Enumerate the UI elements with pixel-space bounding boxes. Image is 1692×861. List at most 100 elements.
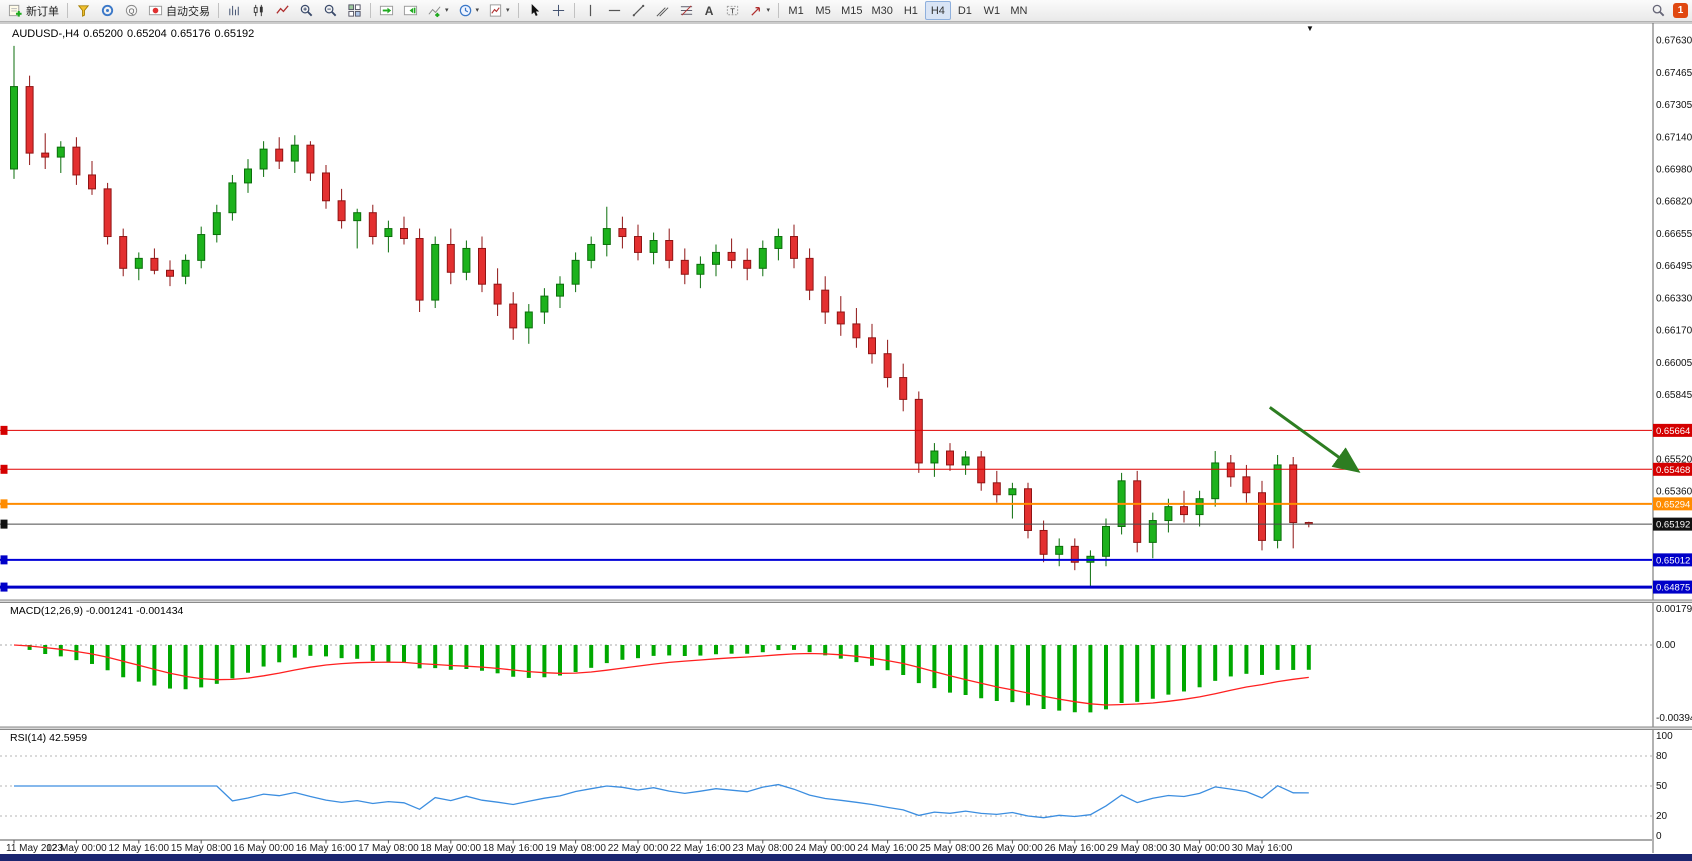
- rsi-panel-separator[interactable]: [0, 726, 1692, 730]
- channel-icon: [656, 7, 669, 17]
- chevron-down-icon: ▾: [766, 7, 771, 14]
- templates-button[interactable]: ▾: [484, 1, 514, 20]
- channel-button[interactable]: [651, 1, 674, 20]
- price-tag[interactable]: [1653, 517, 1692, 531]
- text-button[interactable]: A: [699, 1, 720, 20]
- horizontal-line-0.65664[interactable]: 0.65664: [0, 423, 1692, 437]
- chart-shift-icon: [403, 5, 418, 16]
- timeframe-h4-button[interactable]: H4: [924, 1, 951, 20]
- timeframe-m1-button[interactable]: M1: [788, 4, 804, 17]
- horizontal-line-button[interactable]: [603, 1, 626, 20]
- price-line-left-marker[interactable]: [0, 464, 8, 474]
- price-tag[interactable]: [1653, 497, 1692, 511]
- price-tag-text: 0.65012: [1656, 555, 1690, 566]
- time-axis-label: 15 May 08:00: [171, 843, 232, 854]
- zoom-out-button[interactable]: [319, 1, 342, 20]
- trendline-button[interactable]: [627, 1, 650, 20]
- horizontal-line-0.65294[interactable]: 0.65294: [0, 497, 1692, 511]
- timeframe-h1-button[interactable]: H1: [903, 4, 918, 17]
- profiles-button[interactable]: [72, 1, 95, 20]
- new-order-button[interactable]: 新订单: [4, 1, 63, 20]
- bar-close: 0.65192: [214, 28, 255, 40]
- chevron-down-icon: ▾: [506, 7, 510, 14]
- search-button[interactable]: [1647, 1, 1670, 20]
- price-tag[interactable]: [1653, 462, 1692, 476]
- time-axis-label: 12 May 16:00: [108, 843, 169, 854]
- profiles-icon: [77, 5, 90, 17]
- chart-dropdown-arrow-icon[interactable]: ▼: [1306, 24, 1314, 33]
- bar-chart-button[interactable]: [223, 1, 246, 20]
- macd-signal-line: [13, 644, 1309, 706]
- price-line-left-marker[interactable]: [0, 555, 8, 565]
- timeframe-w1-button[interactable]: W1: [983, 4, 1001, 17]
- price-scale-label: 0.66170: [1656, 325, 1692, 336]
- price-scale-label: 0.66495: [1656, 261, 1692, 272]
- price-line-left-marker[interactable]: [0, 425, 8, 435]
- metaeditor-button[interactable]: Q: [120, 1, 143, 20]
- zoom-out-icon: [324, 4, 337, 17]
- price-tag[interactable]: [1653, 580, 1692, 594]
- templates-icon: [489, 4, 502, 17]
- price-tag[interactable]: [1653, 423, 1692, 437]
- tile-windows-button[interactable]: [343, 1, 366, 20]
- time-axis-label: 18 May 00:00: [420, 843, 481, 854]
- timeframe-d1-button[interactable]: D1: [957, 4, 972, 17]
- macd-panel-separator[interactable]: [0, 599, 1692, 603]
- timeframe-m15-button[interactable]: M15: [841, 4, 863, 17]
- cursor-button[interactable]: [523, 1, 546, 20]
- crosshair-button[interactable]: [547, 1, 570, 20]
- zoom-in-button[interactable]: [295, 1, 318, 20]
- horizontal-line-0.65468[interactable]: 0.65468: [0, 462, 1692, 476]
- line-chart-button[interactable]: [271, 1, 294, 20]
- price-line-left-marker[interactable]: [0, 499, 8, 509]
- arrows-tool-button[interactable]: ▾: [745, 1, 775, 20]
- rsi-scale-label: 50: [1656, 781, 1668, 792]
- price-tag[interactable]: [1653, 553, 1692, 567]
- price-axis[interactable]: 0.67630 0.67465 0.67305 0.67140 0.66980 0.668…: [1656, 35, 1692, 497]
- rsi-line: [14, 783, 1309, 819]
- time-axis-label: 30 May 16:00: [1232, 843, 1293, 854]
- price-line-left-marker[interactable]: [0, 519, 8, 529]
- periods-clock-icon: [459, 4, 471, 17]
- timeframe-m30-button[interactable]: M30: [871, 4, 893, 17]
- horizontal-line-0.65012[interactable]: 0.65012: [0, 553, 1692, 567]
- price-tag-text: 0.65294: [1656, 499, 1690, 510]
- timeframe-mn-button[interactable]: MN: [1010, 4, 1028, 17]
- horizontal-line-0.64875[interactable]: 0.64875: [0, 580, 1692, 594]
- auto-scroll-button[interactable]: [375, 1, 398, 20]
- bar-chart-icon: [229, 5, 239, 16]
- horizontal-line-0.65192[interactable]: 0.65192: [0, 517, 1692, 531]
- time-axis-label: 23 May 08:00: [732, 843, 793, 854]
- vertical-line-button[interactable]: [579, 1, 602, 20]
- price-scale-label: 0.67140: [1656, 133, 1692, 144]
- time-axis-label: 16 May 16:00: [296, 843, 357, 854]
- new-order-icon: [8, 4, 22, 17]
- search-icon: [1652, 4, 1665, 17]
- candlestick-button[interactable]: [247, 1, 270, 20]
- trend-arrow-annotation[interactable]: [1268, 406, 1361, 473]
- rsi-label: RSI(14) 42.5959: [10, 732, 87, 744]
- symbol-info: AUDUSD-,H4 0.65200 0.65204 0.65176 0.65192: [12, 28, 258, 40]
- autotrading-button[interactable]: 自动交易: [144, 1, 214, 20]
- notification-badge[interactable]: 1: [1673, 3, 1688, 18]
- chart-shift-button[interactable]: [399, 1, 422, 20]
- market-watch-button[interactable]: [96, 1, 119, 20]
- toolbar: 新订单 Q 自动交易: [0, 0, 1692, 22]
- price-line-left-marker[interactable]: [0, 582, 8, 592]
- fibonacci-icon: [680, 5, 692, 16]
- price-tag-text: 0.65664: [1656, 426, 1690, 437]
- fibonacci-button[interactable]: [675, 1, 698, 20]
- time-axis-label: 25 May 08:00: [920, 843, 981, 854]
- bar-low: 0.65176: [170, 28, 211, 40]
- autotrading-label: 自动交易: [166, 5, 210, 18]
- svg-text:T: T: [730, 6, 735, 15]
- toolbar-separator: [370, 3, 371, 18]
- periods-button[interactable]: ▾: [454, 1, 484, 20]
- timeframe-m5-button[interactable]: M5: [815, 4, 831, 17]
- indicators-button[interactable]: ▾: [423, 1, 453, 20]
- macd-scale-label: -0.003947: [1656, 713, 1692, 724]
- text-label-button[interactable]: T: [721, 1, 744, 20]
- bar-high: 0.65204: [127, 28, 167, 40]
